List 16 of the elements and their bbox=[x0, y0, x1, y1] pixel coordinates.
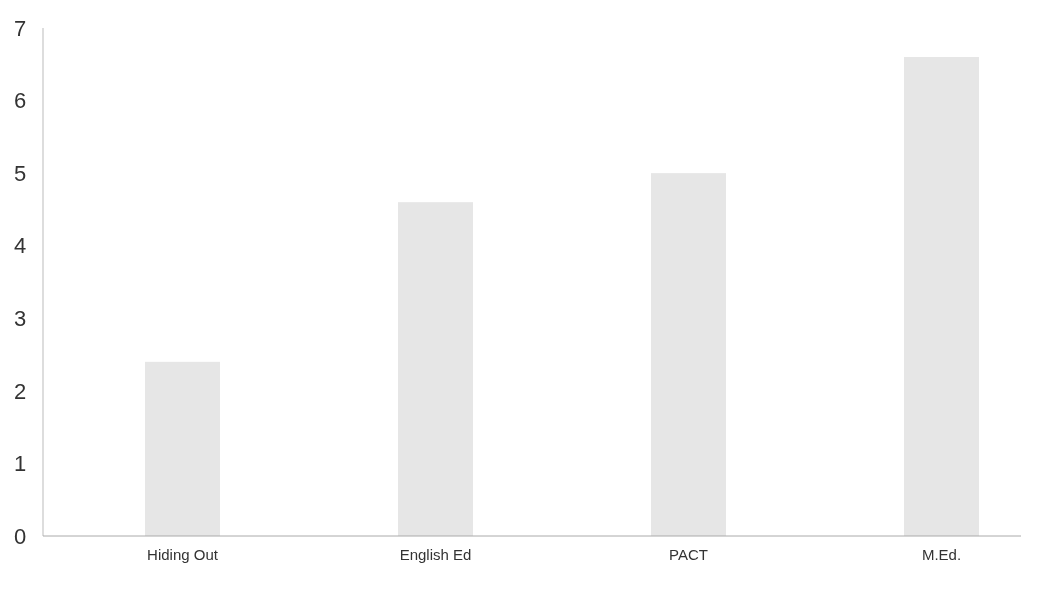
bar bbox=[651, 173, 726, 536]
y-tick-label: 3 bbox=[13, 305, 27, 331]
bar bbox=[398, 202, 473, 536]
x-tick-label: English Ed bbox=[399, 546, 472, 563]
x-tick-label: M.Ed. bbox=[921, 546, 962, 563]
y-tick-label: 0 bbox=[13, 523, 27, 549]
y-tick-label: 5 bbox=[13, 160, 27, 186]
x-tick-label: PACT bbox=[669, 546, 708, 563]
y-tick-label: 6 bbox=[13, 88, 27, 114]
bar bbox=[904, 57, 979, 536]
y-tick-label: 2 bbox=[13, 378, 27, 404]
x-tick-label: Hiding Out bbox=[147, 546, 219, 563]
bar bbox=[145, 361, 220, 536]
y-tick-label: 4 bbox=[13, 233, 27, 259]
y-tick-label: 1 bbox=[13, 451, 27, 477]
y-tick-label: 7 bbox=[13, 15, 27, 41]
